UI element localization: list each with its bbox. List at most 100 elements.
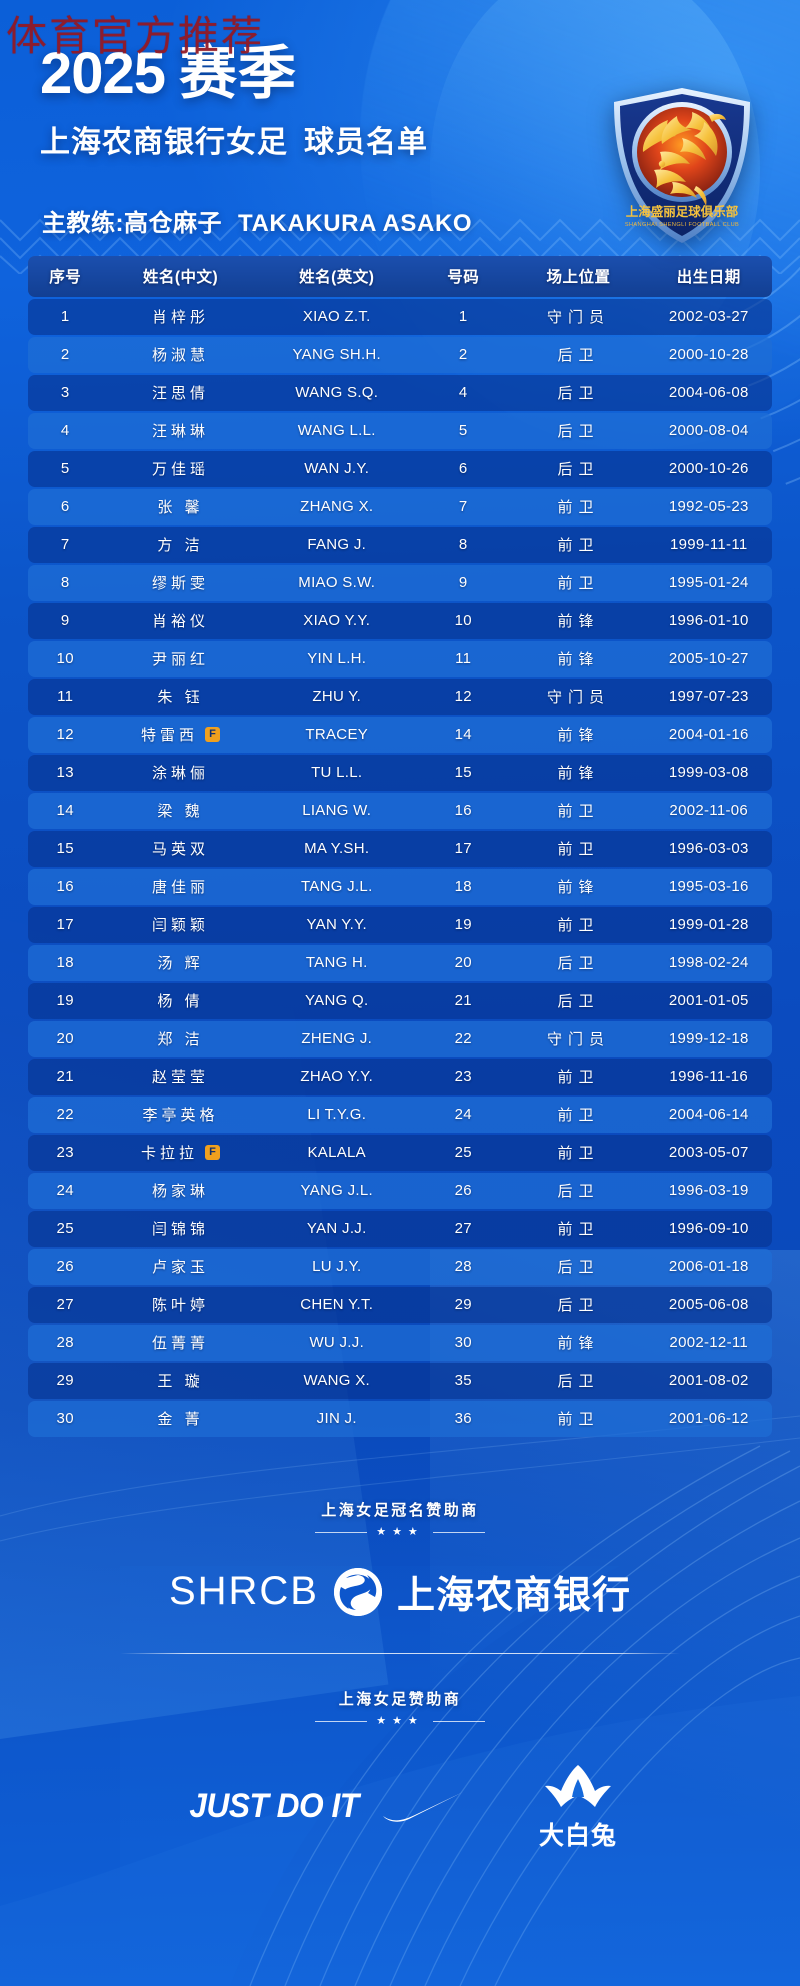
cell-position: 守门员 — [511, 299, 646, 336]
divider-line-left-2 — [315, 1721, 368, 1723]
season-label: 赛季 — [179, 41, 298, 106]
cell-position: 前卫 — [511, 1401, 646, 1438]
cell-number: 5 — [414, 413, 512, 450]
player-dob: 2001-01-05 — [668, 992, 749, 1010]
subtitle-team: 上海农商银行女足 — [40, 126, 288, 160]
cell-number: 1 — [414, 299, 512, 336]
player-dob: 1999-11-11 — [669, 536, 748, 554]
table-row: 6 张 馨 ZHANG X. 7 前卫 1992-05-23 — [28, 489, 772, 526]
player-name-cn: 郑 洁 — [157, 1031, 204, 1049]
player-name-cn-wrap: 马英双 — [152, 838, 209, 859]
player-name-en: YIN L.H. — [307, 650, 367, 668]
cell-position: 前锋 — [511, 717, 646, 754]
cell-dob: 1995-01-24 — [645, 565, 772, 602]
cell-dob: 2002-03-27 — [645, 299, 772, 336]
three-stars-2: ★★★ — [376, 1715, 424, 1728]
player-name-cn-wrap: 汪思倩 — [152, 382, 209, 403]
player-name-en: ZHAO Y.Y. — [300, 1068, 374, 1086]
player-shirt-number: 23 — [454, 1068, 472, 1086]
player-position: 后卫 — [557, 423, 600, 441]
player-position: 前卫 — [557, 499, 600, 517]
cell-number: 9 — [414, 565, 512, 602]
cell-dob: 2001-08-02 — [645, 1363, 772, 1400]
cell-name-en: WANG L.L. — [258, 413, 415, 450]
player-index: 11 — [57, 688, 74, 706]
player-name-cn: 李亭英格 — [142, 1107, 219, 1125]
player-name-en: LI T.Y.G. — [307, 1106, 367, 1124]
player-dob: 1996-09-10 — [668, 1220, 749, 1238]
player-name-en: KALALA — [307, 1144, 366, 1162]
cell-dob: 1996-03-19 — [645, 1173, 772, 1210]
player-name-cn: 汤 辉 — [157, 955, 204, 973]
player-name-cn: 陈叶婷 — [152, 1297, 210, 1315]
player-index: 2 — [60, 346, 70, 364]
player-name-cn: 卢家玉 — [152, 1259, 210, 1277]
cell-index: 21 — [28, 1059, 103, 1096]
player-name-cn-wrap: 陈叶婷 — [152, 1294, 209, 1315]
player-name-cn: 尹丽红 — [152, 651, 210, 669]
foreign-player-badge: F — [205, 1145, 221, 1161]
column-header-index: 序号 — [28, 256, 103, 298]
player-name-cn-wrap: 郑 洁 — [157, 1028, 203, 1049]
player-shirt-number: 28 — [454, 1258, 472, 1276]
shrcb-abbr: SHRCB — [168, 1569, 319, 1614]
player-name-en: YANG J.L. — [300, 1182, 373, 1200]
cell-name-en: WAN J.Y. — [258, 451, 415, 488]
player-name-en: TRACEY — [305, 726, 369, 744]
player-position: 后卫 — [557, 347, 600, 365]
svg-text:SHANGHAI SHENGLI FOOTBALL CLUB: SHANGHAI SHENGLI FOOTBALL CLUB — [625, 222, 739, 228]
player-position: 后卫 — [557, 1373, 600, 1391]
cell-dob: 2002-11-06 — [645, 793, 772, 830]
cell-position: 后卫 — [511, 451, 646, 488]
cell-index: 4 — [28, 413, 103, 450]
cell-name-en: TU L.L. — [258, 755, 415, 792]
player-shirt-number: 29 — [454, 1296, 472, 1314]
cell-name-cn: 赵莹莹 — [102, 1059, 259, 1096]
cell-index: 15 — [28, 831, 103, 868]
nike-swoosh-logo-icon — [383, 1791, 463, 1822]
cell-index: 6 — [28, 489, 103, 526]
player-name-cn-wrap: 朱 钰 — [157, 686, 203, 707]
cell-position: 后卫 — [511, 337, 646, 374]
cell-position: 守门员 — [511, 1021, 646, 1058]
player-position: 后卫 — [557, 385, 600, 403]
cell-position: 前卫 — [511, 1097, 646, 1134]
player-dob: 2000-08-04 — [668, 422, 749, 440]
player-shirt-number: 19 — [454, 916, 472, 934]
player-dob: 1999-12-18 — [668, 1030, 749, 1048]
cell-index: 16 — [28, 869, 103, 906]
player-dob: 1999-03-08 — [668, 764, 749, 782]
table-header-row: 序号 姓名(中文) 姓名(英文) 号码 场上位置 出生日期 — [28, 256, 772, 298]
player-dob: 2005-06-08 — [668, 1296, 749, 1314]
cell-index: 14 — [28, 793, 103, 830]
table-row: 23 卡拉拉 F KALALA 25 前卫 2003-05-07 — [28, 1135, 772, 1172]
player-index: 22 — [56, 1106, 74, 1124]
player-name-en: YAN Y.Y. — [306, 916, 367, 934]
cell-name-en: ZHU Y. — [258, 679, 415, 716]
player-position: 守门员 — [547, 1031, 611, 1049]
player-shirt-number: 14 — [454, 726, 472, 744]
player-name-en: YANG SH.H. — [292, 346, 382, 364]
player-dob: 2003-05-07 — [668, 1144, 749, 1162]
player-shirt-number: 25 — [454, 1144, 472, 1162]
player-name-cn-wrap: 李亭英格 — [143, 1104, 219, 1125]
cell-name-cn: 卡拉拉 F — [102, 1135, 259, 1172]
cell-name-en: YIN L.H. — [258, 641, 415, 678]
player-name-cn: 唐佳丽 — [152, 879, 210, 897]
player-name-en: MA Y.SH. — [304, 840, 370, 858]
divider-line-left — [315, 1532, 368, 1534]
player-shirt-number: 24 — [454, 1106, 472, 1124]
player-position: 前卫 — [557, 575, 600, 593]
white-rabbit-logo-icon — [545, 1765, 611, 1808]
roster-table-head: 序号 姓名(中文) 姓名(英文) 号码 场上位置 出生日期 — [28, 256, 772, 298]
table-row: 13 涂琳俪 TU L.L. 15 前锋 1999-03-08 — [28, 755, 772, 792]
cell-name-cn: 方 洁 — [102, 527, 259, 564]
player-position: 前卫 — [557, 1411, 600, 1429]
cell-position: 后卫 — [511, 1287, 646, 1324]
cell-index: 23 — [28, 1135, 103, 1172]
player-dob: 2000-10-28 — [668, 346, 749, 364]
cell-name-en: FANG J. — [258, 527, 415, 564]
cell-number: 18 — [414, 869, 512, 906]
three-stars: ★★★ — [376, 1526, 424, 1539]
player-shirt-number: 5 — [458, 422, 468, 440]
